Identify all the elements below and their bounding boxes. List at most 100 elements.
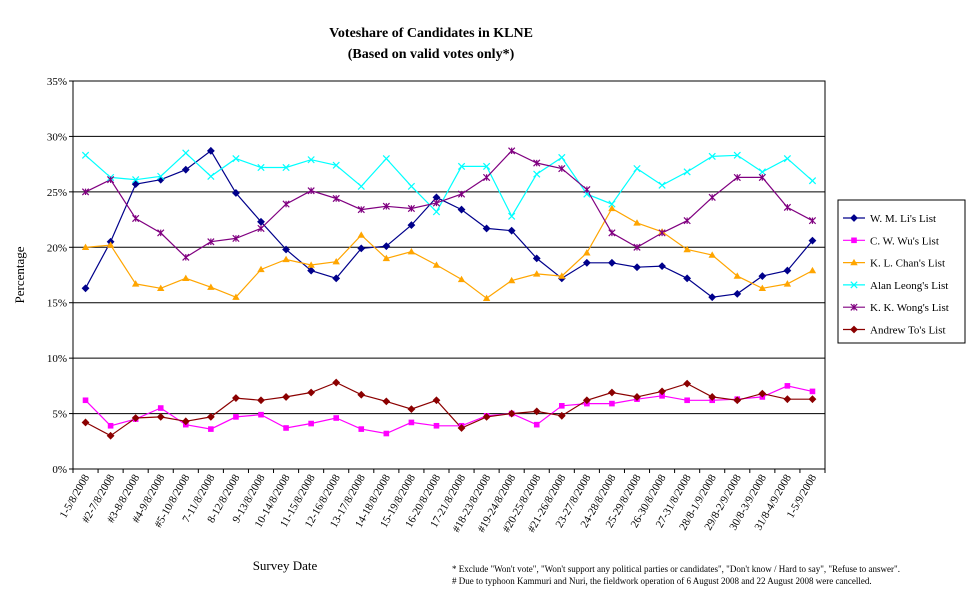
data-point-s1-0 bbox=[82, 397, 89, 404]
data-point-s5-20 bbox=[582, 396, 591, 405]
data-point-s0-22 bbox=[633, 263, 641, 272]
data-point-s0-0 bbox=[81, 284, 90, 293]
data-point-s2-28 bbox=[783, 280, 792, 287]
data-point-s3-9 bbox=[307, 156, 315, 164]
data-point-s1-3 bbox=[157, 405, 164, 411]
data-point-s5-1 bbox=[106, 431, 115, 440]
data-point-s4-9 bbox=[307, 187, 315, 195]
data-point-s2-14 bbox=[432, 261, 441, 268]
data-point-s4-6 bbox=[232, 234, 240, 243]
data-point-s3-22 bbox=[633, 164, 641, 173]
data-point-s2-2 bbox=[131, 280, 140, 287]
data-point-s5-5 bbox=[206, 412, 215, 421]
data-point-s3-12 bbox=[382, 154, 390, 163]
data-point-s5-23 bbox=[658, 387, 666, 396]
data-point-s4-2 bbox=[132, 214, 140, 223]
data-point-s1-12 bbox=[383, 430, 390, 437]
data-point-s1-23 bbox=[659, 393, 665, 399]
data-point-s5-11 bbox=[357, 390, 366, 399]
data-point-s5-19 bbox=[557, 411, 566, 420]
data-point-s3-4 bbox=[182, 149, 190, 157]
series-lines bbox=[84, 149, 813, 437]
data-point-s3-15 bbox=[457, 162, 466, 170]
y-tick-label: 25% bbox=[47, 187, 67, 199]
data-point-s2-11 bbox=[357, 231, 365, 238]
data-point-s4-21 bbox=[608, 229, 616, 237]
data-point-s4-16 bbox=[482, 173, 491, 182]
data-point-s3-19 bbox=[558, 153, 566, 162]
data-point-s5-8 bbox=[282, 393, 290, 401]
data-point-s5-14 bbox=[432, 396, 441, 405]
data-point-s3-29 bbox=[808, 177, 817, 185]
legend-items: W. M. Li's List C. W. Wu's List K. L. Chan… bbox=[843, 213, 949, 337]
legend-label-2: K. L. Chan's List bbox=[870, 258, 945, 270]
data-point-s4-20 bbox=[583, 186, 591, 194]
data-point-s5-15 bbox=[457, 424, 466, 432]
data-point-s4-10 bbox=[332, 194, 340, 203]
legend-label-1: C. W. Wu's List bbox=[870, 235, 939, 247]
data-point-s2-15 bbox=[457, 275, 466, 283]
data-point-s1-21 bbox=[609, 400, 615, 407]
data-point-s4-15 bbox=[457, 190, 466, 198]
data-point-s4-0 bbox=[81, 188, 90, 196]
data-point-s1-13 bbox=[408, 419, 415, 426]
data-point-s2-24 bbox=[683, 245, 691, 253]
data-point-s1-11 bbox=[358, 426, 365, 432]
data-point-s0-11 bbox=[357, 244, 366, 253]
data-point-s2-13 bbox=[407, 248, 416, 255]
data-point-s2-25 bbox=[708, 251, 716, 258]
data-point-s3-6 bbox=[232, 154, 240, 163]
data-point-s4-8 bbox=[282, 200, 290, 208]
data-point-s3-8 bbox=[282, 163, 290, 172]
data-point-s3-13 bbox=[407, 182, 416, 190]
data-point-s2-0 bbox=[81, 243, 90, 250]
data-point-s4-27 bbox=[758, 173, 766, 182]
data-point-s2-12 bbox=[382, 254, 391, 262]
chart-subtitle: (Based on valid votes only*) bbox=[348, 47, 515, 62]
legend-marker-0 bbox=[850, 214, 858, 222]
data-point-s1-10 bbox=[333, 415, 339, 421]
data-point-s4-14 bbox=[432, 199, 441, 207]
data-point-s0-27 bbox=[758, 272, 767, 281]
data-point-s4-13 bbox=[407, 204, 416, 213]
data-point-s0-25 bbox=[708, 293, 717, 302]
data-point-s5-22 bbox=[633, 393, 641, 401]
series-line-0 bbox=[84, 149, 813, 298]
data-point-s4-4 bbox=[182, 253, 190, 261]
data-point-s1-5 bbox=[208, 426, 214, 432]
data-point-s0-12 bbox=[382, 242, 391, 251]
data-point-s5-24 bbox=[683, 379, 692, 388]
data-point-s0-6 bbox=[232, 189, 240, 197]
data-point-s5-10 bbox=[332, 378, 341, 387]
data-point-s1-7 bbox=[258, 411, 264, 418]
data-point-s3-26 bbox=[733, 151, 741, 159]
data-point-s3-11 bbox=[357, 182, 365, 190]
y-tick-label: 15% bbox=[47, 298, 67, 310]
data-point-s5-9 bbox=[307, 388, 316, 397]
data-point-s4-24 bbox=[683, 217, 691, 225]
data-point-s0-10 bbox=[332, 274, 341, 283]
data-point-s4-12 bbox=[382, 202, 390, 210]
data-point-s0-13 bbox=[407, 221, 416, 230]
data-point-s2-29 bbox=[808, 266, 817, 274]
data-point-s2-21 bbox=[608, 204, 616, 212]
plot-area bbox=[72, 80, 826, 470]
data-point-s1-6 bbox=[233, 414, 239, 420]
series-line-4 bbox=[85, 150, 813, 259]
legend-label-3: Alan Leong's List bbox=[870, 280, 948, 292]
legend bbox=[837, 199, 966, 344]
y-tick-label: 0% bbox=[52, 464, 67, 476]
y-tick-label: 10% bbox=[47, 353, 67, 365]
data-point-s0-23 bbox=[658, 262, 666, 271]
series-markers bbox=[81, 146, 817, 440]
y-tick-label: 5% bbox=[52, 409, 67, 421]
data-point-s5-4 bbox=[181, 417, 190, 426]
data-point-s3-16 bbox=[482, 162, 491, 170]
data-point-s5-28 bbox=[783, 395, 792, 404]
data-point-s5-26 bbox=[733, 396, 742, 405]
series-line-3 bbox=[85, 152, 813, 218]
data-point-s3-5 bbox=[207, 172, 215, 180]
data-point-s2-18 bbox=[533, 270, 541, 277]
data-point-s1-1 bbox=[107, 422, 114, 429]
